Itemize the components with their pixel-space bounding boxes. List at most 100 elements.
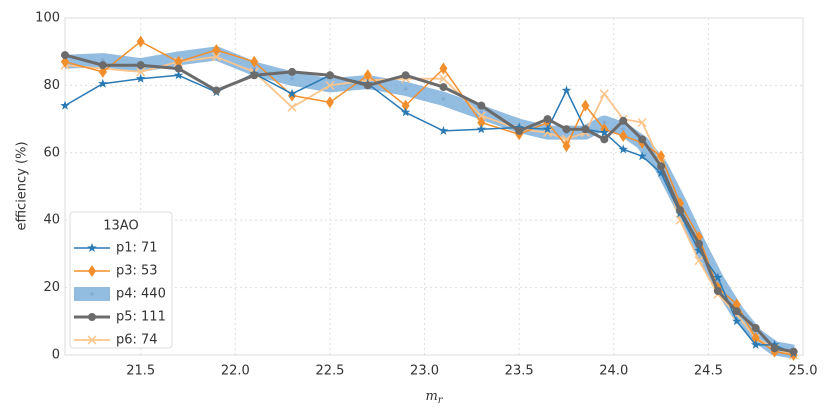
marker-circle bbox=[638, 135, 647, 144]
marker-star bbox=[87, 243, 97, 252]
marker-x bbox=[438, 74, 448, 84]
legend-entry bbox=[74, 287, 110, 301]
marker-dot bbox=[602, 120, 607, 125]
marker-star bbox=[656, 168, 666, 178]
marker-diamond bbox=[562, 140, 571, 153]
legend-entry bbox=[74, 335, 110, 345]
marker-x bbox=[325, 80, 335, 90]
marker-diamond bbox=[439, 62, 448, 75]
marker-diamond bbox=[619, 129, 628, 142]
legend-title: 13AO bbox=[103, 219, 138, 234]
marker-diamond bbox=[657, 150, 666, 163]
marker-diamond bbox=[477, 116, 486, 129]
marker-circle bbox=[174, 64, 183, 73]
x-label-sub: r bbox=[438, 395, 444, 406]
marker-x bbox=[543, 128, 553, 138]
x-tick-label: 25.0 bbox=[789, 364, 818, 379]
marker-diamond bbox=[363, 69, 372, 82]
x-tick-label: 24.5 bbox=[694, 364, 723, 379]
y-tick-label: 0 bbox=[52, 348, 60, 363]
x-tick-label: 22.0 bbox=[221, 364, 250, 379]
legend-label: p5: 111 bbox=[116, 310, 166, 325]
legend-entry bbox=[74, 265, 110, 277]
marker-star bbox=[542, 124, 553, 134]
legend-label: p6: 74 bbox=[116, 333, 158, 348]
legend-box bbox=[69, 211, 173, 349]
marker-diamond bbox=[401, 99, 410, 112]
marker-star bbox=[561, 85, 572, 95]
marker-star bbox=[637, 151, 647, 161]
marker-x bbox=[136, 67, 146, 77]
legend-entry bbox=[74, 243, 110, 252]
marker-star bbox=[287, 88, 297, 98]
y-tick-label: 60 bbox=[43, 145, 60, 160]
series bbox=[63, 46, 796, 359]
legend-label: p4: 440 bbox=[116, 287, 166, 302]
marker-star bbox=[694, 245, 704, 255]
series bbox=[61, 51, 798, 356]
marker-circle bbox=[543, 115, 552, 124]
y-tick-label: 100 bbox=[35, 11, 60, 26]
marker-x bbox=[211, 52, 221, 62]
marker-circle bbox=[770, 344, 779, 353]
y-tick-label: 20 bbox=[43, 280, 60, 295]
marker-circle bbox=[136, 61, 145, 70]
marker-diamond bbox=[61, 55, 69, 68]
marker-circle bbox=[657, 162, 666, 171]
y-tick-label: 80 bbox=[43, 78, 60, 93]
marker-circle bbox=[288, 67, 297, 76]
marker-star bbox=[438, 125, 449, 135]
x-tick-label: 24.0 bbox=[599, 364, 628, 379]
x-tick-label: 23.0 bbox=[410, 364, 439, 379]
marker-dot bbox=[621, 127, 626, 132]
marker-circle bbox=[713, 286, 722, 295]
marker-diamond bbox=[98, 65, 107, 78]
x-label-base: m bbox=[425, 389, 437, 404]
marker-circle bbox=[732, 307, 741, 316]
marker-diamond bbox=[581, 99, 590, 112]
marker-dot bbox=[101, 58, 105, 62]
marker-circle bbox=[477, 101, 486, 110]
marker-dot bbox=[479, 110, 484, 115]
marker-circle bbox=[325, 71, 334, 80]
marker-star bbox=[60, 100, 70, 110]
marker-diamond bbox=[250, 55, 259, 68]
marker-circle bbox=[562, 125, 571, 134]
marker-diamond bbox=[751, 332, 760, 345]
marker-star bbox=[732, 316, 742, 326]
x-tick-label: 23.5 bbox=[505, 364, 534, 379]
marker-star bbox=[135, 73, 146, 83]
marker-dot bbox=[290, 76, 294, 81]
marker-star bbox=[476, 124, 487, 134]
marker-x bbox=[87, 335, 97, 345]
legend-label: p3: 53 bbox=[116, 264, 158, 279]
marker-circle bbox=[250, 71, 259, 80]
marker-circle bbox=[212, 86, 221, 95]
marker-dot bbox=[403, 86, 408, 91]
marker-circle bbox=[515, 126, 524, 135]
marker-x bbox=[599, 89, 609, 99]
marker-star bbox=[98, 78, 108, 88]
marker-circle bbox=[439, 83, 448, 92]
marker-dot bbox=[90, 292, 94, 296]
marker-diamond bbox=[136, 35, 145, 48]
series-line bbox=[64, 46, 795, 359]
marker-circle bbox=[98, 61, 107, 70]
marker-diamond bbox=[88, 265, 96, 277]
marker-diamond bbox=[212, 44, 221, 57]
x-tick-label: 22.5 bbox=[315, 364, 344, 379]
marker-dot bbox=[252, 66, 257, 71]
marker-circle bbox=[581, 125, 590, 134]
y-axis-label: efficiency (%) bbox=[15, 141, 30, 230]
marker-star bbox=[618, 144, 628, 154]
marker-star bbox=[173, 70, 184, 80]
legend-label: p1: 71 bbox=[116, 241, 158, 256]
marker-x bbox=[694, 256, 704, 266]
marker-circle bbox=[789, 347, 798, 356]
marker-star bbox=[400, 107, 411, 117]
marker-star bbox=[599, 127, 610, 137]
x-tick-label: 21.5 bbox=[126, 364, 155, 379]
marker-circle bbox=[401, 71, 410, 80]
marker-x bbox=[287, 102, 297, 112]
